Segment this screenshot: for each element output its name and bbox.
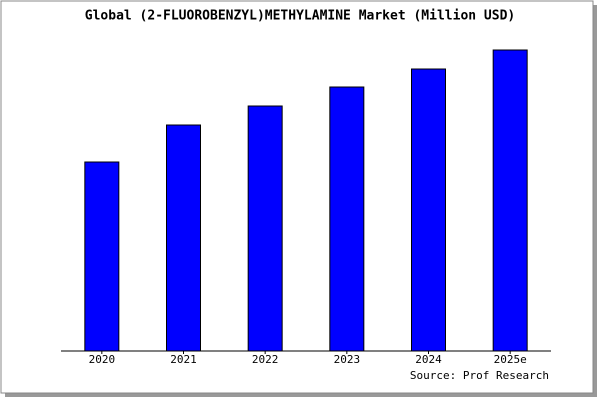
x-tick-label: 2022 [252,353,279,366]
source-note: Source: Prof Research [410,369,549,382]
bar [166,124,201,352]
chart-title: Global (2-FLUOROBENZYL)METHYLAMINE Marke… [85,9,515,24]
bar [329,86,365,352]
bar [84,161,120,352]
bar [492,49,528,352]
x-tick-label: 2021 [170,353,197,366]
x-tick-label: 2025e [494,353,527,366]
x-tick-label: 2020 [89,353,116,366]
bar [411,68,446,352]
bar [247,105,283,352]
x-tick-label: 2024 [415,353,442,366]
x-tick-label: 2023 [334,353,361,366]
